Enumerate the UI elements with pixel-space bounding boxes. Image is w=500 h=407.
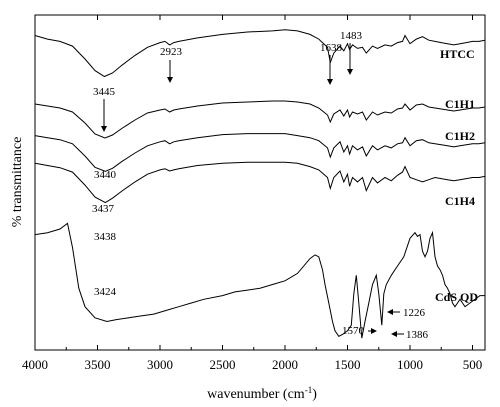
peak-label-1386: 1386	[406, 329, 429, 341]
series-line-cds-qd	[34, 222, 485, 339]
y-axis-title: % transmittance	[10, 137, 25, 228]
peak-label-3424: 3424	[94, 286, 117, 298]
peak-label-1226: 1226	[403, 307, 426, 319]
x-tick-label: 4000	[22, 357, 48, 372]
series-line-c1h4	[34, 161, 486, 204]
peak-label-3445: 3445	[93, 86, 116, 98]
series-layer	[34, 29, 486, 339]
x-axis-title: wavenumber (cm-1)	[207, 385, 317, 402]
series-labels: HTCC C1H1 C1H2 C1H4 CdS QD	[435, 47, 478, 304]
series-line-htcc	[34, 29, 486, 78]
series-label-cds-qd: CdS QD	[435, 290, 478, 304]
series-label-c1h4: C1H4	[445, 194, 475, 208]
peak-label-3438: 3438	[94, 231, 117, 243]
x-tick-label: 3000	[147, 357, 173, 372]
x-axis-title-end: )	[312, 387, 317, 402]
peak-label-1638: 1638	[320, 42, 343, 54]
plot-frame	[34, 14, 486, 351]
peak-label-1483: 1483	[340, 30, 363, 42]
x-tick-label: 3500	[85, 357, 111, 372]
series-label-htcc: HTCC	[440, 47, 475, 61]
peak-label-3440: 3440	[94, 169, 117, 181]
series-line-c1h1	[34, 100, 486, 139]
series-line-c1h2	[34, 133, 486, 172]
peak-label-1570: 1570	[342, 325, 365, 337]
x-tick-label: 1500	[335, 357, 361, 372]
x-axis-ticks: 4000 3500 3000 2500 2000 1500 1000 500	[22, 15, 482, 372]
x-tick-label: 500	[463, 357, 483, 372]
x-tick-label: 2500	[210, 357, 236, 372]
peak-label-2923: 2923	[160, 46, 183, 58]
x-axis-title-main: wavenumber (cm	[207, 387, 305, 402]
peak-label-3437: 3437	[92, 203, 115, 215]
x-tick-label: 1000	[397, 357, 423, 372]
x-tick-label: 2000	[272, 357, 298, 372]
series-label-c1h1: C1H1	[445, 97, 475, 111]
series-label-c1h2: C1H2	[445, 129, 475, 143]
x-axis-title-superscript: -1	[305, 385, 313, 395]
